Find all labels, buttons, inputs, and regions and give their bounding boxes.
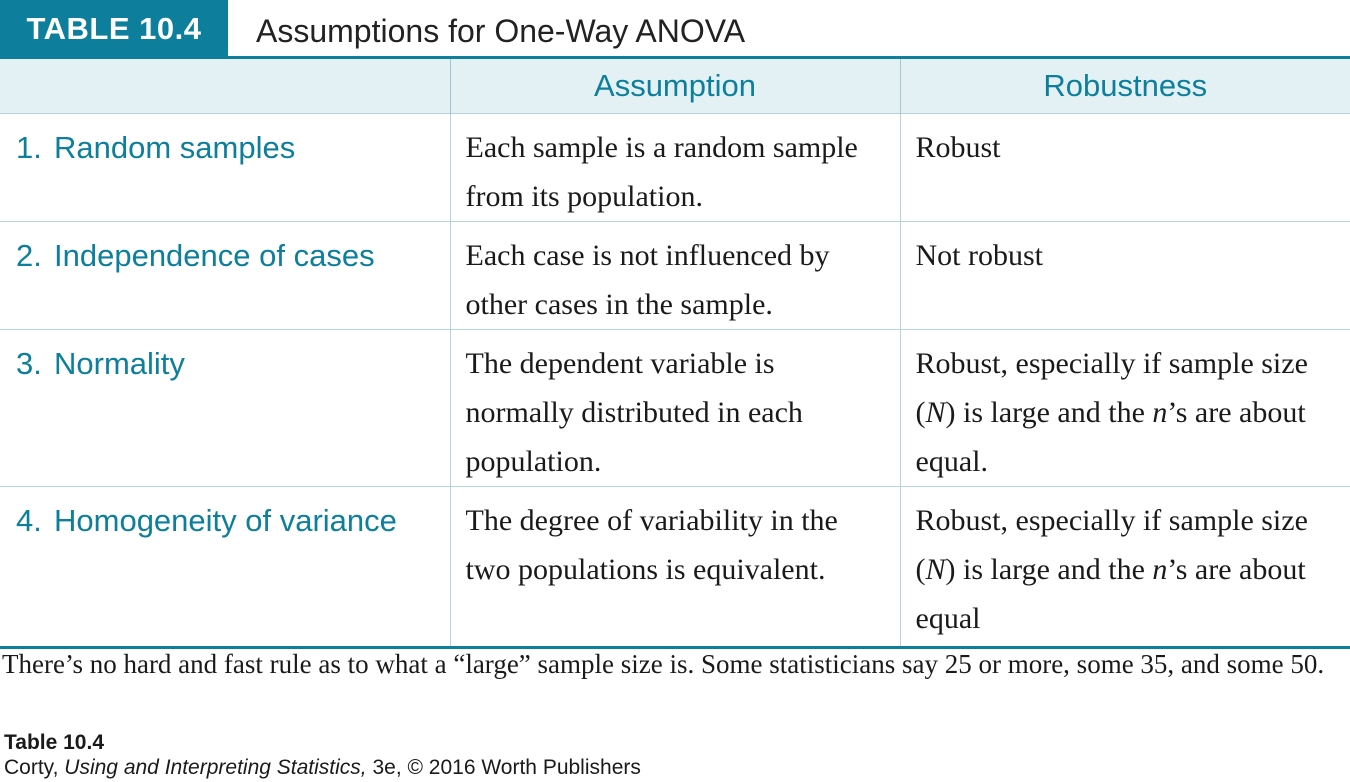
- robustness-text: ’s are about equal.: [915, 395, 1306, 478]
- assumption-cell: Each case is not influenced by other cas…: [449, 220, 900, 329]
- robustness-cell: Robust, especially if sample size (N) is…: [899, 485, 1350, 649]
- robustness-text: ) is large and the: [945, 552, 1153, 586]
- caption-title: Table 10.4: [4, 731, 104, 754]
- row-label: 3. Normality: [0, 328, 450, 486]
- table-row: 2. Independence of cases Each case is not…: [0, 220, 1350, 329]
- robustness-symbol-N: N: [925, 395, 946, 429]
- table-row: 4. Homogeneity of variance The degree of …: [0, 485, 1350, 649]
- row-number: 4.: [16, 502, 42, 538]
- table-row: 1. Random samples Each sample is a random…: [0, 112, 1350, 221]
- robustness-symbol-N: N: [925, 552, 946, 586]
- robustness-cell: Robust, especially if sample size (N) is…: [899, 328, 1350, 486]
- row-label: 4. Homogeneity of variance: [0, 485, 450, 649]
- column-header-blank: [0, 59, 450, 113]
- assumption-cell: The dependent variable is normally distr…: [449, 328, 900, 486]
- column-header-assumption: Assumption: [449, 59, 900, 113]
- assumption-cell: Each sample is a random sample from its …: [449, 112, 900, 221]
- column-header-robustness: Robustness: [899, 59, 1350, 113]
- caption-author: Corty,: [4, 756, 59, 779]
- row-number: 3.: [16, 345, 42, 381]
- column-header-row: Assumption Robustness: [0, 59, 1350, 113]
- row-name: Normality: [54, 345, 185, 381]
- robustness-text: Robust, especially if sample size (: [915, 346, 1308, 429]
- robustness-symbol-n: n: [1152, 552, 1168, 586]
- header-rule: [0, 56, 1350, 59]
- robustness-cell: Not robust: [899, 220, 1350, 329]
- table-title: Assumptions for One-Way ANOVA: [256, 13, 746, 49]
- caption-credit: Corty, Using and Interpreting Statistics…: [4, 756, 641, 780]
- table-header: TABLE 10.4 Assumptions for One-Way ANOVA: [0, 0, 1350, 59]
- caption-book-title: Using and Interpreting Statistics,: [64, 756, 367, 779]
- caption-edition: 3e, © 2016 Worth Publishers: [372, 756, 641, 779]
- assumption-cell: The degree of variability in the two pop…: [449, 485, 900, 649]
- assumptions-table: Assumption Robustness 1. Random samples E…: [0, 59, 1350, 649]
- row-name: Independence of cases: [54, 237, 375, 273]
- row-label: 1. Random samples: [0, 112, 450, 221]
- table-number-label: TABLE 10.4: [0, 0, 228, 58]
- robustness-text: Robust, especially if sample size (: [915, 503, 1308, 586]
- robustness-symbol-n: n: [1152, 395, 1168, 429]
- row-number: 2.: [16, 237, 42, 273]
- row-number: 1.: [16, 129, 42, 165]
- row-name: Homogeneity of variance: [54, 502, 397, 538]
- row-name: Random samples: [54, 129, 296, 165]
- robustness-text: ’s are about equal: [915, 552, 1306, 635]
- robustness-text: ) is large and the: [945, 395, 1153, 429]
- table-row: 3. Normality The dependent variable is no…: [0, 328, 1350, 486]
- robustness-cell: Robust: [899, 112, 1350, 221]
- table-footnote: There’s no hard and fast rule as to what…: [2, 649, 1325, 679]
- row-label: 2. Independence of cases: [0, 220, 450, 329]
